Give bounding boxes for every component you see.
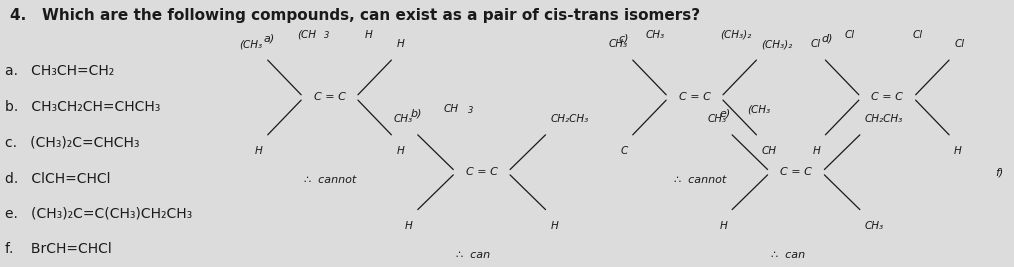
Text: H: H [396, 146, 405, 156]
Text: d): d) [821, 34, 832, 44]
Text: CH₃: CH₃ [865, 221, 884, 231]
Text: Cl: Cl [845, 30, 855, 40]
Text: e): e) [720, 108, 731, 119]
Text: (CH₃)₂: (CH₃)₂ [762, 39, 793, 49]
Text: d.   ClCH=CHCl: d. ClCH=CHCl [5, 172, 111, 186]
Text: CH: CH [443, 104, 458, 115]
Text: H: H [812, 146, 820, 156]
Text: C = C: C = C [678, 92, 711, 103]
Text: C = C: C = C [313, 92, 346, 103]
Text: H: H [396, 39, 405, 49]
Text: f.    BrCH=CHCl: f. BrCH=CHCl [5, 242, 112, 256]
Text: H: H [365, 30, 373, 40]
Text: Cl: Cl [954, 39, 964, 49]
Text: ∴  cannot: ∴ cannot [674, 175, 727, 185]
Text: C = C: C = C [780, 167, 812, 177]
Text: C = C: C = C [465, 167, 498, 177]
Text: e.   (CH₃)₂C=C(CH₃)CH₂CH₃: e. (CH₃)₂C=C(CH₃)CH₂CH₃ [5, 207, 193, 221]
Text: (CH: (CH [297, 30, 316, 40]
Text: 4.   Which are the following compounds, can exist as a pair of cis-trans isomers: 4. Which are the following compounds, ca… [10, 8, 701, 23]
Text: ∴  can: ∴ can [771, 250, 805, 260]
Text: ∴  can: ∴ can [456, 250, 491, 260]
Text: a.   CH₃CH=CH₂: a. CH₃CH=CH₂ [5, 64, 115, 78]
Text: b.   CH₃CH₂CH=CHCH₃: b. CH₃CH₂CH=CHCH₃ [5, 100, 160, 114]
Text: a): a) [264, 34, 275, 44]
Text: 3: 3 [324, 31, 330, 40]
Text: (CH₃: (CH₃ [747, 104, 771, 115]
Text: f): f) [996, 167, 1004, 177]
Text: H: H [405, 221, 413, 231]
Text: H: H [551, 221, 559, 231]
Text: H: H [719, 221, 727, 231]
Text: c): c) [619, 34, 629, 44]
Text: CH₃: CH₃ [393, 114, 413, 124]
Text: (CH₃: (CH₃ [239, 39, 263, 49]
Text: CH₂CH₃: CH₂CH₃ [865, 114, 903, 124]
Text: c.   (CH₃)₂C=CHCH₃: c. (CH₃)₂C=CHCH₃ [5, 136, 140, 150]
Text: b): b) [411, 108, 422, 119]
Text: Cl: Cl [913, 30, 923, 40]
Text: (CH₃)₂: (CH₃)₂ [720, 30, 751, 40]
Text: Cl: Cl [810, 39, 820, 49]
Text: H: H [255, 146, 263, 156]
Text: 3: 3 [468, 106, 474, 115]
Text: ∴  cannot: ∴ cannot [304, 175, 357, 185]
Text: C = C: C = C [871, 92, 903, 103]
Text: CH₃: CH₃ [608, 39, 628, 49]
Text: C: C [621, 146, 628, 156]
Text: H: H [954, 146, 962, 156]
Text: CH: CH [762, 146, 777, 156]
Text: CH₂CH₃: CH₂CH₃ [551, 114, 589, 124]
Text: CH₃: CH₃ [708, 114, 727, 124]
Text: CH₃: CH₃ [646, 30, 665, 40]
